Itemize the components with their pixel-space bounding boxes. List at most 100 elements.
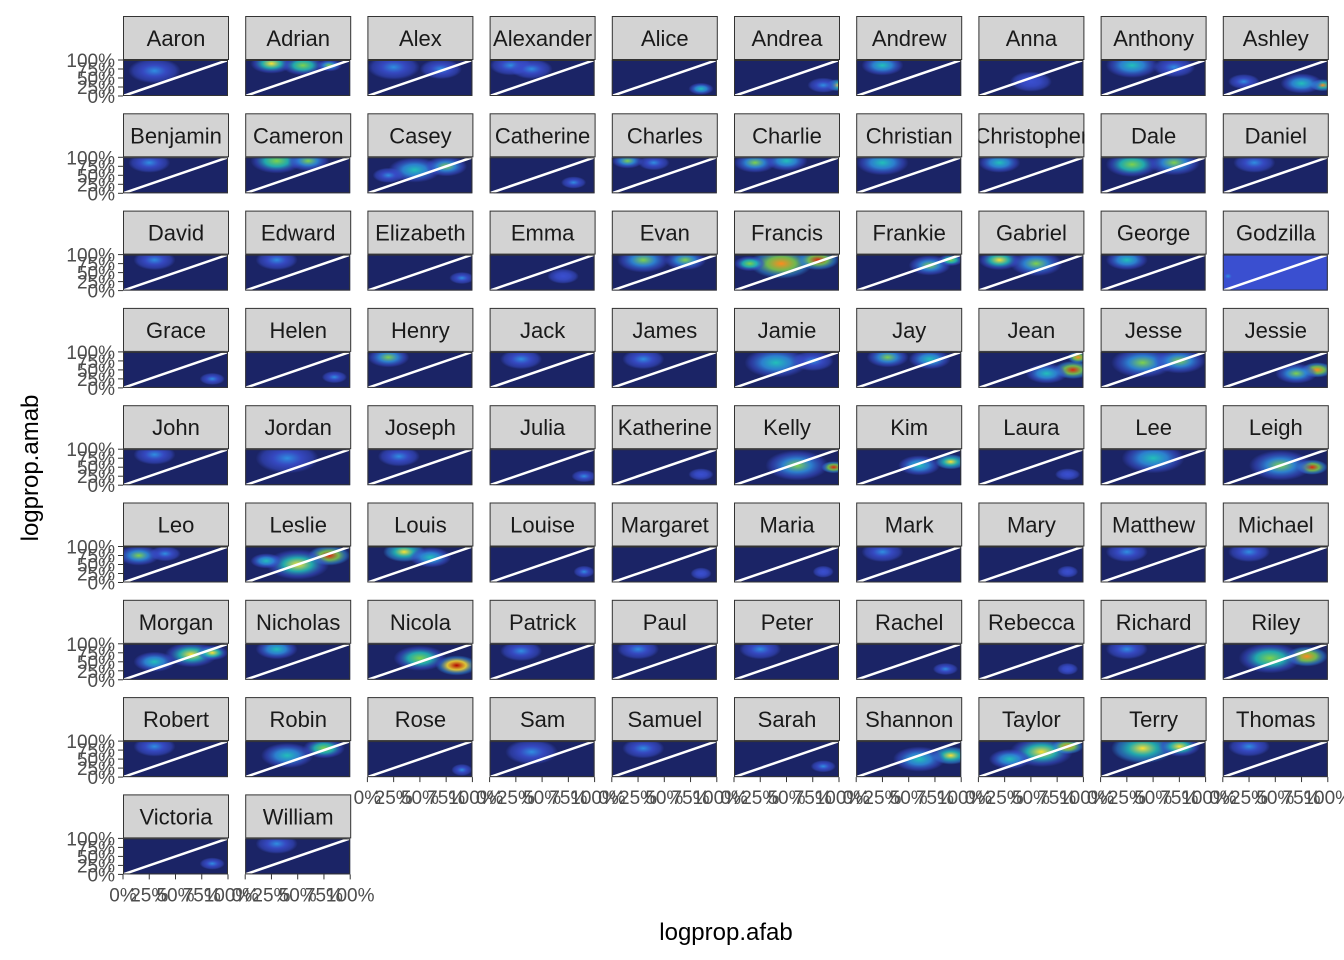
- reference-line: [367, 643, 473, 680]
- density-blob: [617, 643, 660, 660]
- reference-line: [1222, 157, 1328, 194]
- strip-kelly: [734, 405, 840, 450]
- y-tick-label: 25%: [77, 759, 115, 780]
- y-tick-label: 50%: [77, 653, 115, 674]
- reference-line: [1100, 351, 1206, 388]
- strip-label: Frankie: [873, 221, 946, 246]
- reference-line: [245, 60, 351, 96]
- panel-sarah: Sarah 0%25%50%75%100%: [720, 697, 864, 809]
- reference-line: [489, 741, 595, 778]
- strip-samuel: [611, 697, 718, 742]
- reference-line: [367, 60, 473, 96]
- reference-line: [611, 60, 717, 96]
- strip-lee: [1100, 405, 1207, 450]
- strip-shannon: [856, 697, 963, 742]
- strip-ashley: [1222, 16, 1329, 60]
- strip-label: Dale: [1131, 123, 1176, 148]
- density-blob: [866, 351, 909, 368]
- density-blob: [856, 157, 909, 176]
- reference-line: [1222, 741, 1328, 778]
- panel-border: [978, 741, 1084, 778]
- y-tick-label: 100%: [66, 343, 115, 364]
- strip-richard: [1100, 599, 1207, 644]
- reference-line: [1222, 60, 1328, 96]
- strip-robert: [123, 697, 229, 742]
- panel-leslie: Leslie: [245, 502, 352, 583]
- y-axis-title: logprop.amab: [17, 395, 44, 542]
- strip-label: Elizabeth: [375, 221, 466, 246]
- x-tick-label: 50%: [523, 788, 561, 809]
- reference-line: [856, 157, 962, 194]
- strip-label: Maria: [759, 513, 815, 538]
- reference-line: [978, 546, 1084, 583]
- panel-jack: Jack: [489, 307, 596, 388]
- density-blob: [739, 643, 782, 660]
- density-blob: [1233, 157, 1276, 173]
- strip-jean: [978, 307, 1085, 352]
- strip-thomas: [1222, 697, 1329, 742]
- x-axis-title: logprop.afab: [659, 919, 792, 946]
- y-tick-label: 50%: [77, 361, 115, 382]
- strip-john: [123, 405, 229, 450]
- reference-line: [1222, 643, 1328, 680]
- strip-label: Mary: [1007, 513, 1056, 538]
- density-blob: [1228, 741, 1271, 757]
- panel-matthew: Matthew: [1100, 502, 1207, 583]
- panel-border: [123, 838, 228, 875]
- x-tick-label: 100%: [448, 788, 497, 809]
- y-tick-label: 0%: [88, 184, 116, 205]
- panel-border: [978, 60, 1084, 96]
- strip-label: Rose: [395, 707, 446, 732]
- x-tick-label: 50%: [1134, 788, 1172, 809]
- strip-casey: [367, 113, 474, 158]
- density-blob: [199, 857, 225, 870]
- panel-border: [856, 60, 962, 96]
- x-tick-label: 75%: [916, 788, 954, 809]
- panel-border: [489, 254, 595, 291]
- strip-label: Lee: [1135, 415, 1172, 440]
- y-tick-label: 100%: [66, 148, 115, 169]
- panel-border: [123, 546, 228, 583]
- density-blob: [1105, 643, 1148, 660]
- reference-line: [123, 643, 228, 680]
- panel-jamie: Jamie: [734, 307, 840, 388]
- panel-border: [856, 449, 962, 486]
- density-blob: [367, 60, 420, 80]
- strip-label: Katherine: [618, 415, 712, 440]
- reference-line: [489, 351, 595, 388]
- x-tick-label: 75%: [794, 788, 832, 809]
- x-tick-label: 25%: [986, 788, 1024, 809]
- panel-border: [367, 449, 473, 486]
- x-tick-label: 25%: [252, 885, 290, 906]
- y-tick-label: 0%: [88, 671, 116, 692]
- strip-label: Mark: [885, 513, 935, 538]
- panel-border: [245, 254, 351, 291]
- panel-lee: Lee: [1100, 405, 1207, 486]
- density-blob: [199, 372, 225, 385]
- density-blob: [571, 470, 595, 483]
- panel-jay: Jay: [856, 307, 963, 388]
- strip-maria: [734, 502, 840, 547]
- y-tick-label: 25%: [77, 175, 115, 196]
- strip-david: [123, 210, 229, 255]
- strip-label: William: [263, 804, 334, 829]
- panel-border: [856, 254, 962, 291]
- reference-line: [245, 741, 351, 778]
- density-blob: [734, 256, 766, 272]
- strip-godzilla: [1222, 210, 1329, 255]
- strip-label: Peter: [761, 610, 814, 635]
- strip-helen: [245, 307, 352, 352]
- panel-dale: Dale: [1100, 113, 1207, 194]
- panel-maria: Maria: [734, 502, 840, 583]
- density-blob: [749, 254, 813, 279]
- panel-border: [1100, 741, 1206, 778]
- reference-line: [489, 546, 595, 583]
- reference-line: [123, 157, 228, 194]
- reference-line: [734, 449, 839, 486]
- x-tick-label: 100%: [815, 788, 864, 809]
- panel-edward: Edward: [245, 210, 352, 291]
- panel-border: [1100, 546, 1206, 583]
- density-blob: [260, 742, 314, 769]
- panel-border: [1100, 643, 1206, 680]
- reference-line: [1222, 449, 1328, 486]
